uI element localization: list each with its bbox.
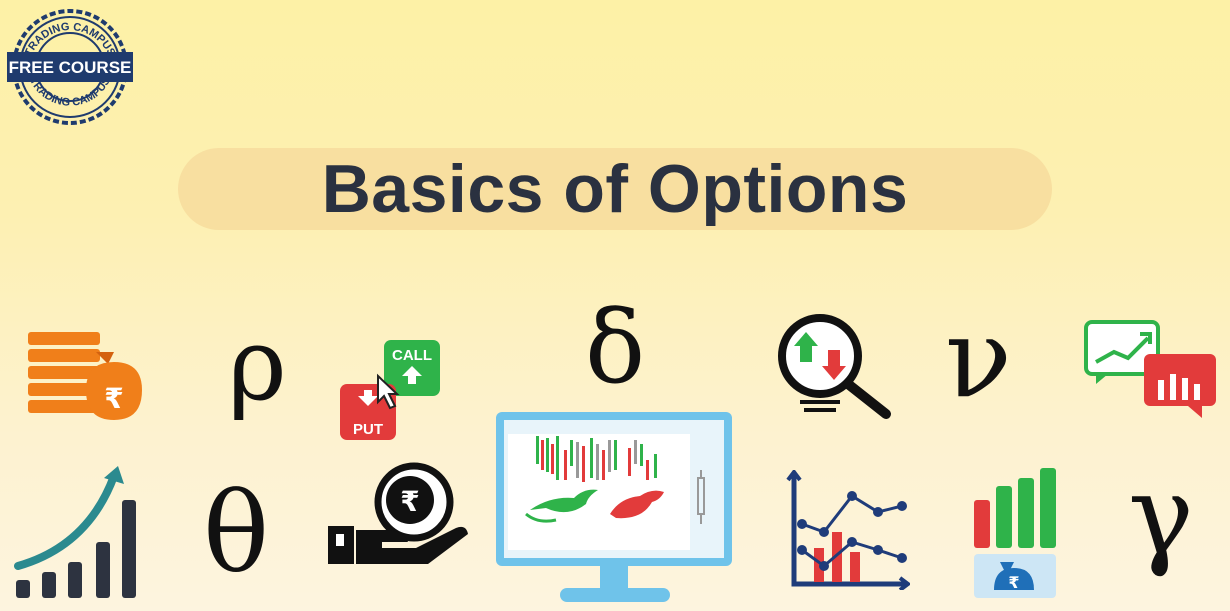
money-bag-bars-icon: ₹ xyxy=(974,468,1056,598)
call-label: CALL xyxy=(392,347,432,364)
theta-symbol: θ xyxy=(203,469,270,597)
vega-symbol: ν xyxy=(945,294,1012,422)
call-put-buttons-icon: CALL PUT xyxy=(340,340,440,440)
badge-label: FREE COURSE xyxy=(9,58,132,77)
coin-rupee: ₹ xyxy=(400,485,419,518)
money-stack-icon: ₹ xyxy=(28,332,142,420)
hand-rupee-coin-icon: ₹ xyxy=(328,462,468,564)
free-course-badge: TRADING CAMPUS TRADING CAMPUS FREE COURS… xyxy=(5,5,135,125)
put-label: PUT xyxy=(353,421,383,438)
delta-symbol: δ xyxy=(585,289,646,406)
bag-rupee: ₹ xyxy=(1008,573,1019,592)
title-banner: Basics of Options xyxy=(178,148,1052,230)
chart-bubbles-icon xyxy=(1084,320,1216,418)
money-bag-rupee: ₹ xyxy=(104,382,123,415)
badge-seal-icon: TRADING CAMPUS TRADING CAMPUS FREE COURS… xyxy=(7,9,133,125)
growth-bars-icon xyxy=(14,466,136,598)
gamma-symbol: γ xyxy=(1128,451,1194,579)
page-title: Basics of Options xyxy=(321,151,909,227)
line-bar-chart-icon xyxy=(786,470,910,590)
rho-symbol: ρ xyxy=(228,306,287,423)
magnifier-exchange-icon xyxy=(778,314,891,419)
trading-monitor-icon xyxy=(496,412,732,602)
